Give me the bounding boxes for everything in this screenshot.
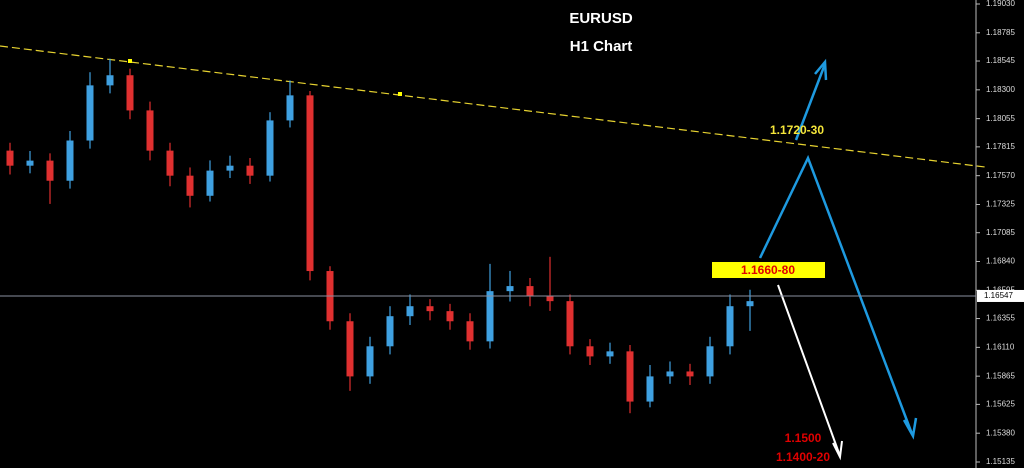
candle-body bbox=[86, 85, 94, 141]
y-tick-label: 1.17815 bbox=[986, 142, 1015, 151]
annotation-box bbox=[712, 262, 825, 278]
candle-body bbox=[46, 160, 54, 181]
candle-body bbox=[366, 346, 374, 377]
candle-body bbox=[646, 376, 654, 402]
candle-body bbox=[126, 75, 134, 111]
candle-body bbox=[626, 351, 634, 402]
arrow-head bbox=[902, 417, 918, 440]
annotation: 1.1400-20 bbox=[776, 450, 830, 464]
candle-body bbox=[686, 371, 694, 377]
y-tick-label: 1.16355 bbox=[986, 314, 1015, 323]
candle-body bbox=[526, 286, 534, 297]
y-tick-label: 1.17325 bbox=[986, 200, 1015, 209]
annotation: 1.1500 bbox=[785, 431, 822, 445]
candle-body bbox=[166, 150, 174, 176]
trend-line bbox=[0, 45, 986, 168]
y-tick-label: 1.15865 bbox=[986, 371, 1015, 380]
last-price-label: 1.16547 bbox=[984, 291, 1013, 300]
candle-body bbox=[346, 321, 354, 377]
arrow-head bbox=[832, 440, 843, 461]
y-tick-label: 1.17570 bbox=[986, 171, 1015, 180]
last-price-box bbox=[977, 289, 1024, 302]
chart-subtitle: H1 Chart bbox=[570, 38, 633, 55]
candle-body bbox=[506, 286, 514, 292]
candle-body bbox=[186, 175, 194, 196]
candle-body bbox=[666, 371, 674, 377]
candle-body bbox=[406, 306, 414, 317]
candle-body bbox=[706, 346, 714, 377]
candle-body bbox=[286, 95, 294, 121]
candle-body bbox=[146, 110, 154, 151]
projection-arrow bbox=[758, 154, 914, 435]
candle-body bbox=[486, 291, 494, 342]
candle-body bbox=[266, 120, 274, 176]
candle-body bbox=[386, 316, 394, 347]
candle-body bbox=[426, 306, 434, 312]
candle-body bbox=[746, 301, 754, 307]
candle-body bbox=[306, 95, 314, 272]
y-tick-label: 1.17085 bbox=[986, 228, 1015, 237]
candle-body bbox=[206, 170, 214, 196]
candle-body bbox=[66, 140, 74, 181]
projection-arrow bbox=[777, 284, 841, 457]
y-tick-label: 1.18545 bbox=[986, 56, 1015, 65]
annotation: 1.1720-30 bbox=[770, 123, 824, 137]
candle-body bbox=[26, 160, 34, 166]
y-tick-label: 1.16110 bbox=[986, 342, 1015, 351]
candle-body bbox=[606, 351, 614, 357]
y-tick-label: 1.15625 bbox=[986, 399, 1015, 408]
projection-arrow bbox=[794, 63, 827, 141]
candle-body bbox=[586, 346, 594, 357]
y-tick-label: 1.19030 bbox=[986, 0, 1015, 8]
candle-body bbox=[6, 150, 14, 166]
y-tick-label: 1.15135 bbox=[986, 457, 1015, 466]
trend-anchor bbox=[128, 59, 132, 63]
candle-body bbox=[226, 165, 234, 171]
y-tick-label: 1.15380 bbox=[986, 428, 1015, 437]
candle-body bbox=[106, 75, 114, 86]
chart-title: EURUSD bbox=[569, 10, 633, 27]
arrow-head bbox=[814, 58, 828, 81]
candle-body bbox=[446, 311, 454, 322]
y-tick-label: 1.18785 bbox=[986, 28, 1015, 37]
y-tick-label: 1.18300 bbox=[986, 85, 1015, 94]
candle-body bbox=[466, 321, 474, 342]
y-tick-label: 1.18055 bbox=[986, 114, 1015, 123]
y-tick-label: 1.16595 bbox=[986, 285, 1015, 294]
annotation: 1.1660-80 bbox=[741, 263, 795, 277]
candle-body bbox=[566, 301, 574, 347]
candle-body bbox=[726, 306, 734, 347]
candles bbox=[6, 58, 754, 414]
y-tick-label: 1.16840 bbox=[986, 257, 1015, 266]
candle-body bbox=[246, 165, 254, 176]
candle-body bbox=[546, 296, 554, 302]
trend-anchor bbox=[398, 92, 402, 96]
